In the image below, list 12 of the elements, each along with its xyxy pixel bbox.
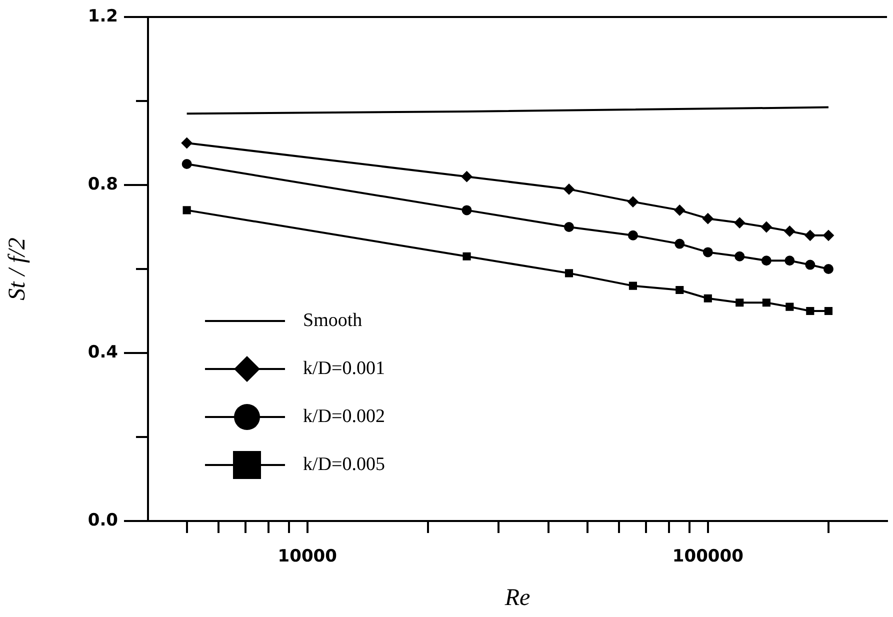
legend-label: k/D=0.002 xyxy=(303,406,385,427)
legend-label: k/D=0.001 xyxy=(303,358,385,379)
x-tick-label: 10000 xyxy=(278,546,338,567)
y-axis-title: St / f/2 xyxy=(4,238,31,300)
legend-label: Smooth xyxy=(303,310,363,331)
y-tick-label: 0.4 xyxy=(88,342,118,362)
x-axis-title: Re xyxy=(504,584,531,611)
y-tick-label: 1.2 xyxy=(88,6,118,26)
y-tick-label: 0.8 xyxy=(88,174,118,194)
y-tick-label: 0.0 xyxy=(88,510,118,530)
legend-label: k/D=0.005 xyxy=(303,454,385,475)
x-tick-label: 100000 xyxy=(672,546,744,567)
